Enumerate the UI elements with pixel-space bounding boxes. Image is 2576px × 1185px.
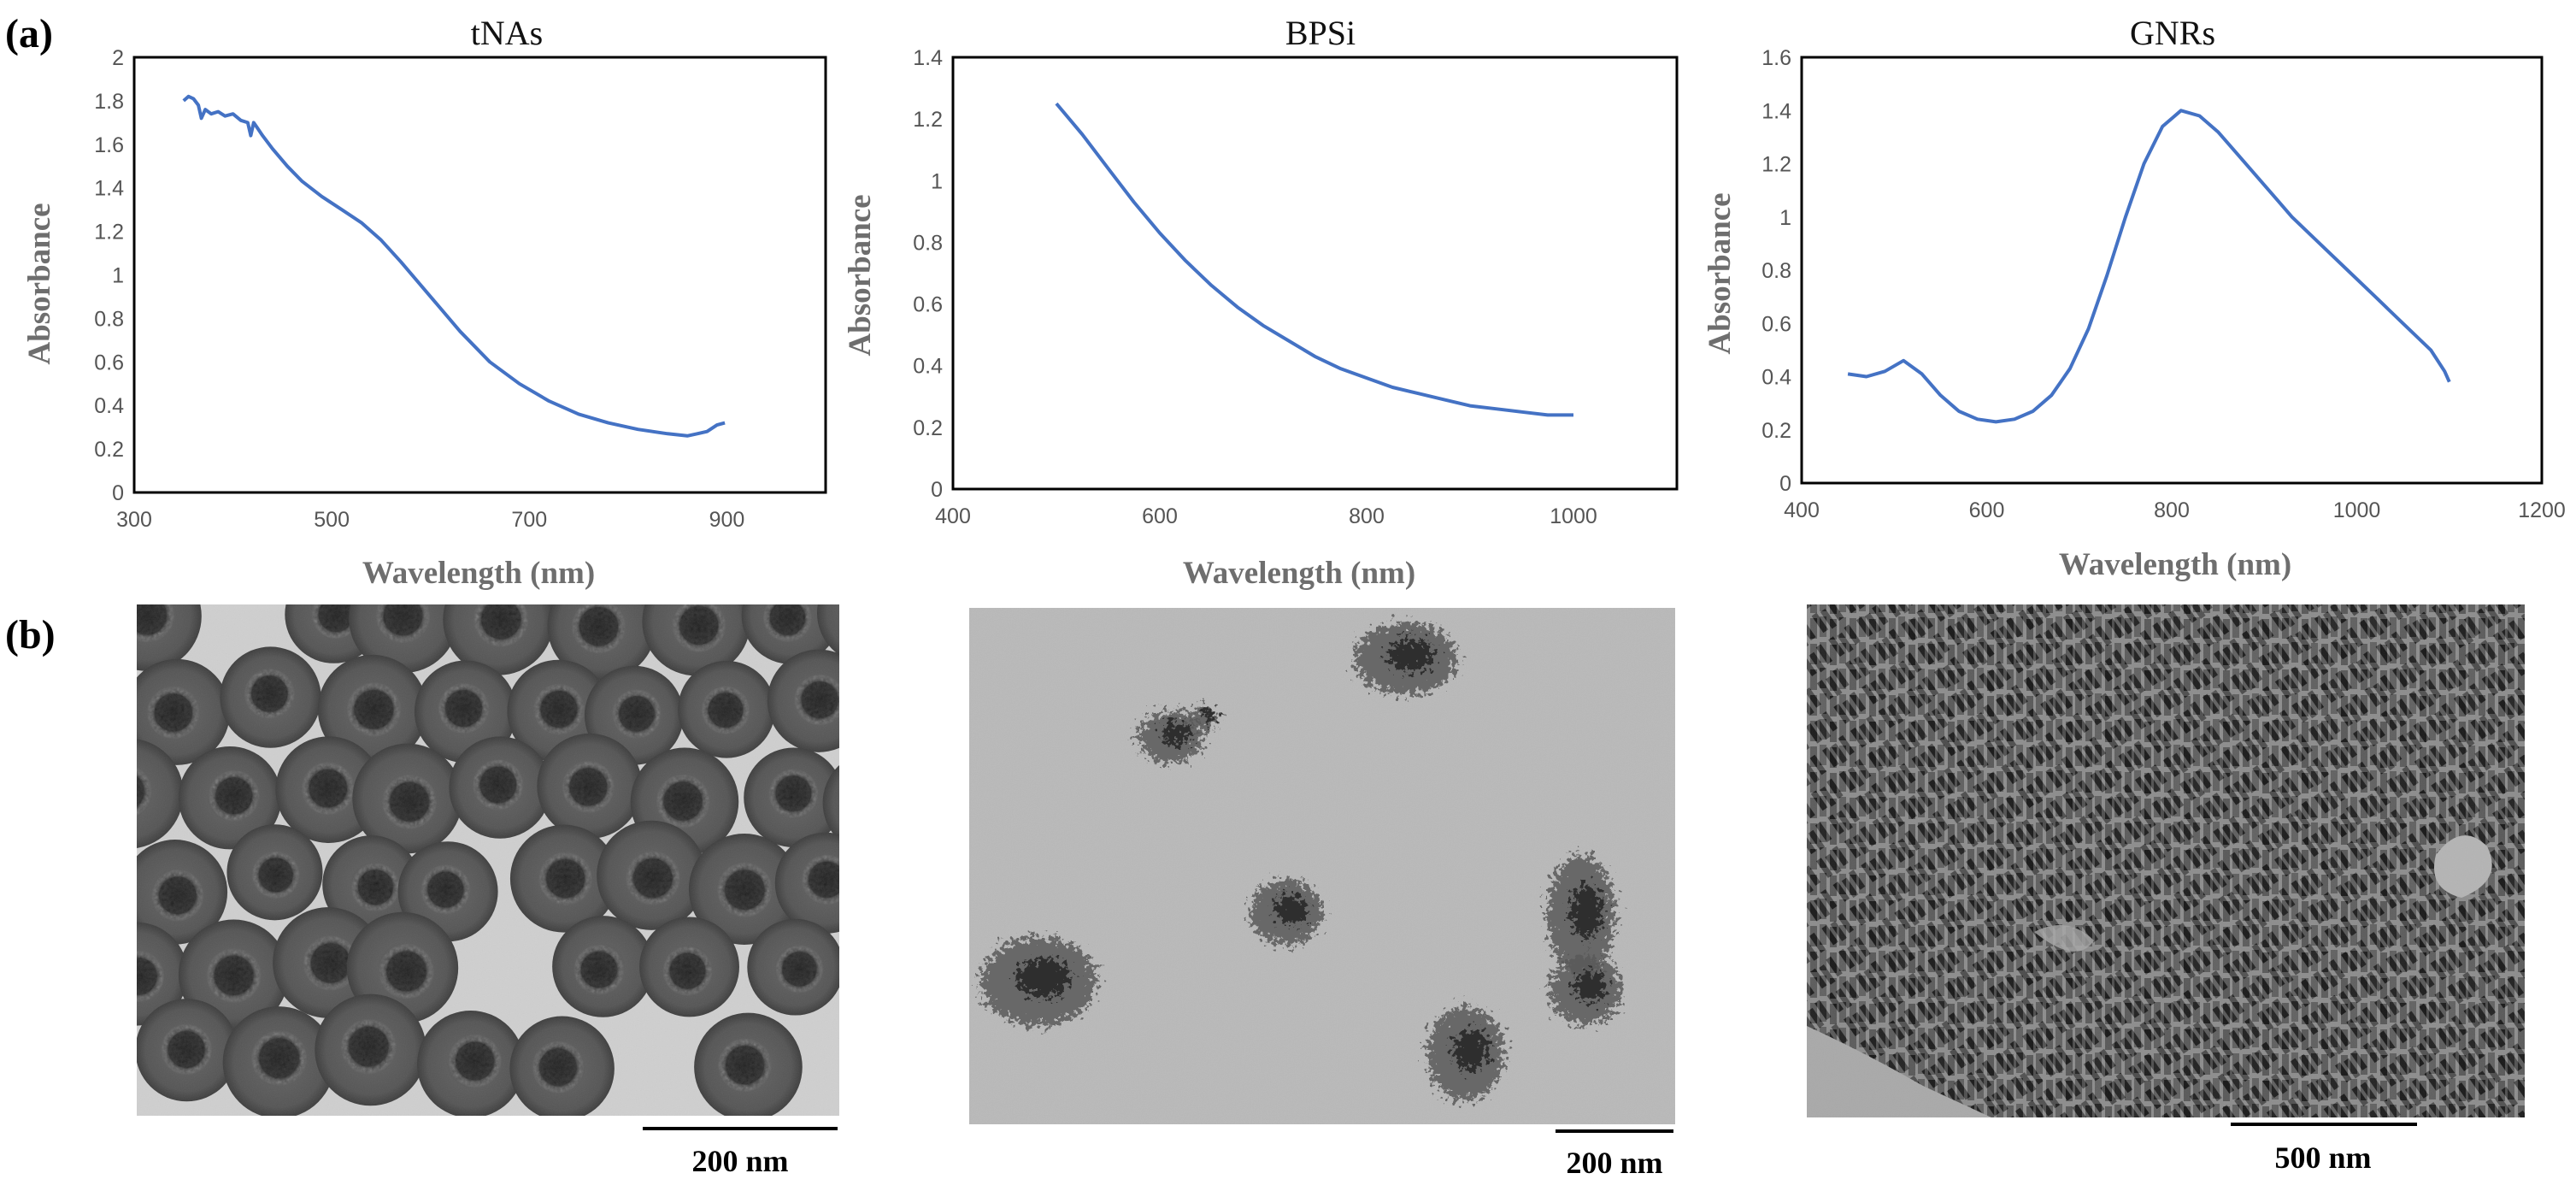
- chart-tnas: tNAs 0 0.2 0.4 0.6 0.8 1 1.2 1.4 1.6 1.8 2 300 500 7…: [22, 14, 827, 591]
- x-tick-label: 600: [1969, 498, 2005, 522]
- y-tick-label: 0: [112, 481, 124, 505]
- y-tick-label: 0.8: [913, 231, 943, 255]
- y-tick-label: 1: [931, 169, 943, 193]
- cluster-core: [1161, 722, 1191, 746]
- scale-bar-label: 200 nm: [691, 1144, 788, 1178]
- x-tick-label: 1000: [1550, 504, 1597, 528]
- x-tick-labels: 400 600 800 1000 1200: [1784, 498, 2566, 522]
- x-tick-label: 300: [116, 508, 152, 532]
- y-tick-label: 0.4: [913, 355, 943, 379]
- x-tick-label: 700: [511, 508, 547, 532]
- hollow-sphere: [878, 835, 980, 938]
- plot-frame: [951, 56, 1679, 491]
- sphere-core: [846, 780, 897, 831]
- y-tick-labels: 0 0.2 0.4 0.6 0.8 1 1.2 1.4: [913, 46, 943, 502]
- x-tick-label: 600: [1142, 504, 1178, 528]
- x-axis-label: Wavelength (nm): [1183, 556, 1415, 591]
- chart-title: BPSi: [1285, 14, 1356, 52]
- y-tick-labels: 0 0.2 0.4 0.6 0.8 1 1.2 1.4 1.6: [1761, 46, 1791, 496]
- y-tick-label: 1.4: [1761, 99, 1791, 123]
- scale-bar-label: 500 nm: [2274, 1141, 2371, 1175]
- cluster-core: [1571, 884, 1602, 939]
- y-tick-label: 1.6: [94, 133, 124, 157]
- y-axis-label: Absorbance: [843, 194, 878, 356]
- tem-micrograph-clusters: 200 nm: [969, 608, 1675, 1180]
- panel-label-a: (a): [5, 11, 53, 56]
- x-tick-label: 500: [314, 508, 350, 532]
- x-tick-label: 1000: [2333, 498, 2381, 522]
- x-tick-label: 900: [709, 508, 745, 532]
- cluster-core: [1017, 958, 1070, 999]
- x-axis-label: Wavelength (nm): [2059, 547, 2291, 582]
- x-tick-label: 800: [2154, 498, 2190, 522]
- y-tick-label: 1.8: [94, 90, 124, 114]
- y-tick-label: 1.2: [94, 221, 124, 245]
- y-tick-label: 1.2: [913, 108, 943, 132]
- y-tick-label: 1: [112, 264, 124, 288]
- scale-bar-label: 200 nm: [1566, 1146, 1662, 1180]
- y-tick-labels: 0 0.2 0.4 0.6 0.8 1 1.2 1.4 1.6 1.8 2: [94, 46, 124, 505]
- x-axis-label: Wavelength (nm): [362, 556, 595, 591]
- sphere-core: [902, 863, 953, 914]
- y-tick-label: 0: [931, 478, 943, 502]
- y-tick-label: 1: [1779, 206, 1791, 230]
- tem-micrograph-nanorods: 500 nm: [1807, 604, 2525, 1175]
- y-axis-label: Absorbance: [22, 203, 57, 364]
- y-tick-label: 0: [1779, 472, 1791, 496]
- x-tick-label: 400: [935, 504, 971, 528]
- y-tick-label: 0.8: [1761, 259, 1791, 283]
- sphere-core: [842, 588, 892, 639]
- x-tick-labels: 300 500 700 900: [116, 508, 744, 532]
- y-tick-label: 0.6: [913, 293, 943, 317]
- chart-title: tNAs: [471, 14, 543, 52]
- y-tick-label: 1.6: [1761, 46, 1791, 70]
- x-tick-label: 800: [1349, 504, 1385, 528]
- y-tick-label: 0.4: [94, 394, 124, 418]
- panel-label-b: (b): [5, 612, 56, 657]
- chart-bpsi: BPSi 00.20.40.60.811.21.4 400 600 800 1000 …: [843, 14, 1679, 591]
- series-line: [1055, 102, 1573, 417]
- cluster-core: [1388, 639, 1434, 671]
- chart-gnrs: GNRs 0 0.2 0.4 0.6 0.8 1 1.2 1.4 1.6 400 600 800 10…: [1703, 14, 2566, 582]
- y-tick-label: 2: [112, 46, 124, 70]
- series-line: [182, 94, 726, 438]
- plot-frame: [132, 56, 827, 494]
- cluster-core: [1201, 709, 1216, 721]
- y-tick-label: 0.2: [94, 438, 124, 462]
- y-tick-label: 0.2: [1761, 419, 1791, 443]
- cluster-core: [1574, 971, 1607, 1002]
- sphere-core: [908, 1028, 962, 1082]
- y-tick-label: 1.4: [94, 177, 124, 201]
- plot-frame: [1800, 56, 2544, 485]
- y-tick-label: 1.2: [1761, 153, 1791, 177]
- chart-title: GNRs: [2130, 14, 2215, 52]
- x-tick-label: 1200: [2518, 498, 2566, 522]
- y-axis-label: Absorbance: [1703, 192, 1738, 354]
- x-tick-label: 400: [1784, 498, 1820, 522]
- cluster-core: [1275, 893, 1308, 924]
- y-tick-label: 0.6: [94, 351, 124, 374]
- cluster-core: [1453, 1029, 1489, 1071]
- y-tick-label: 0.2: [913, 416, 943, 440]
- y-tick-label: 1.4: [913, 46, 943, 70]
- tem-micrograph-spheres: 200 nm: [137, 588, 985, 1178]
- series-line: [1847, 109, 2451, 424]
- hollow-sphere: [876, 1004, 985, 1112]
- x-tick-labels: 400 600 800 1000: [935, 504, 1597, 528]
- y-tick-label: 0.6: [1761, 312, 1791, 336]
- y-tick-label: 0.4: [1761, 366, 1791, 390]
- y-tick-label: 0.8: [94, 307, 124, 331]
